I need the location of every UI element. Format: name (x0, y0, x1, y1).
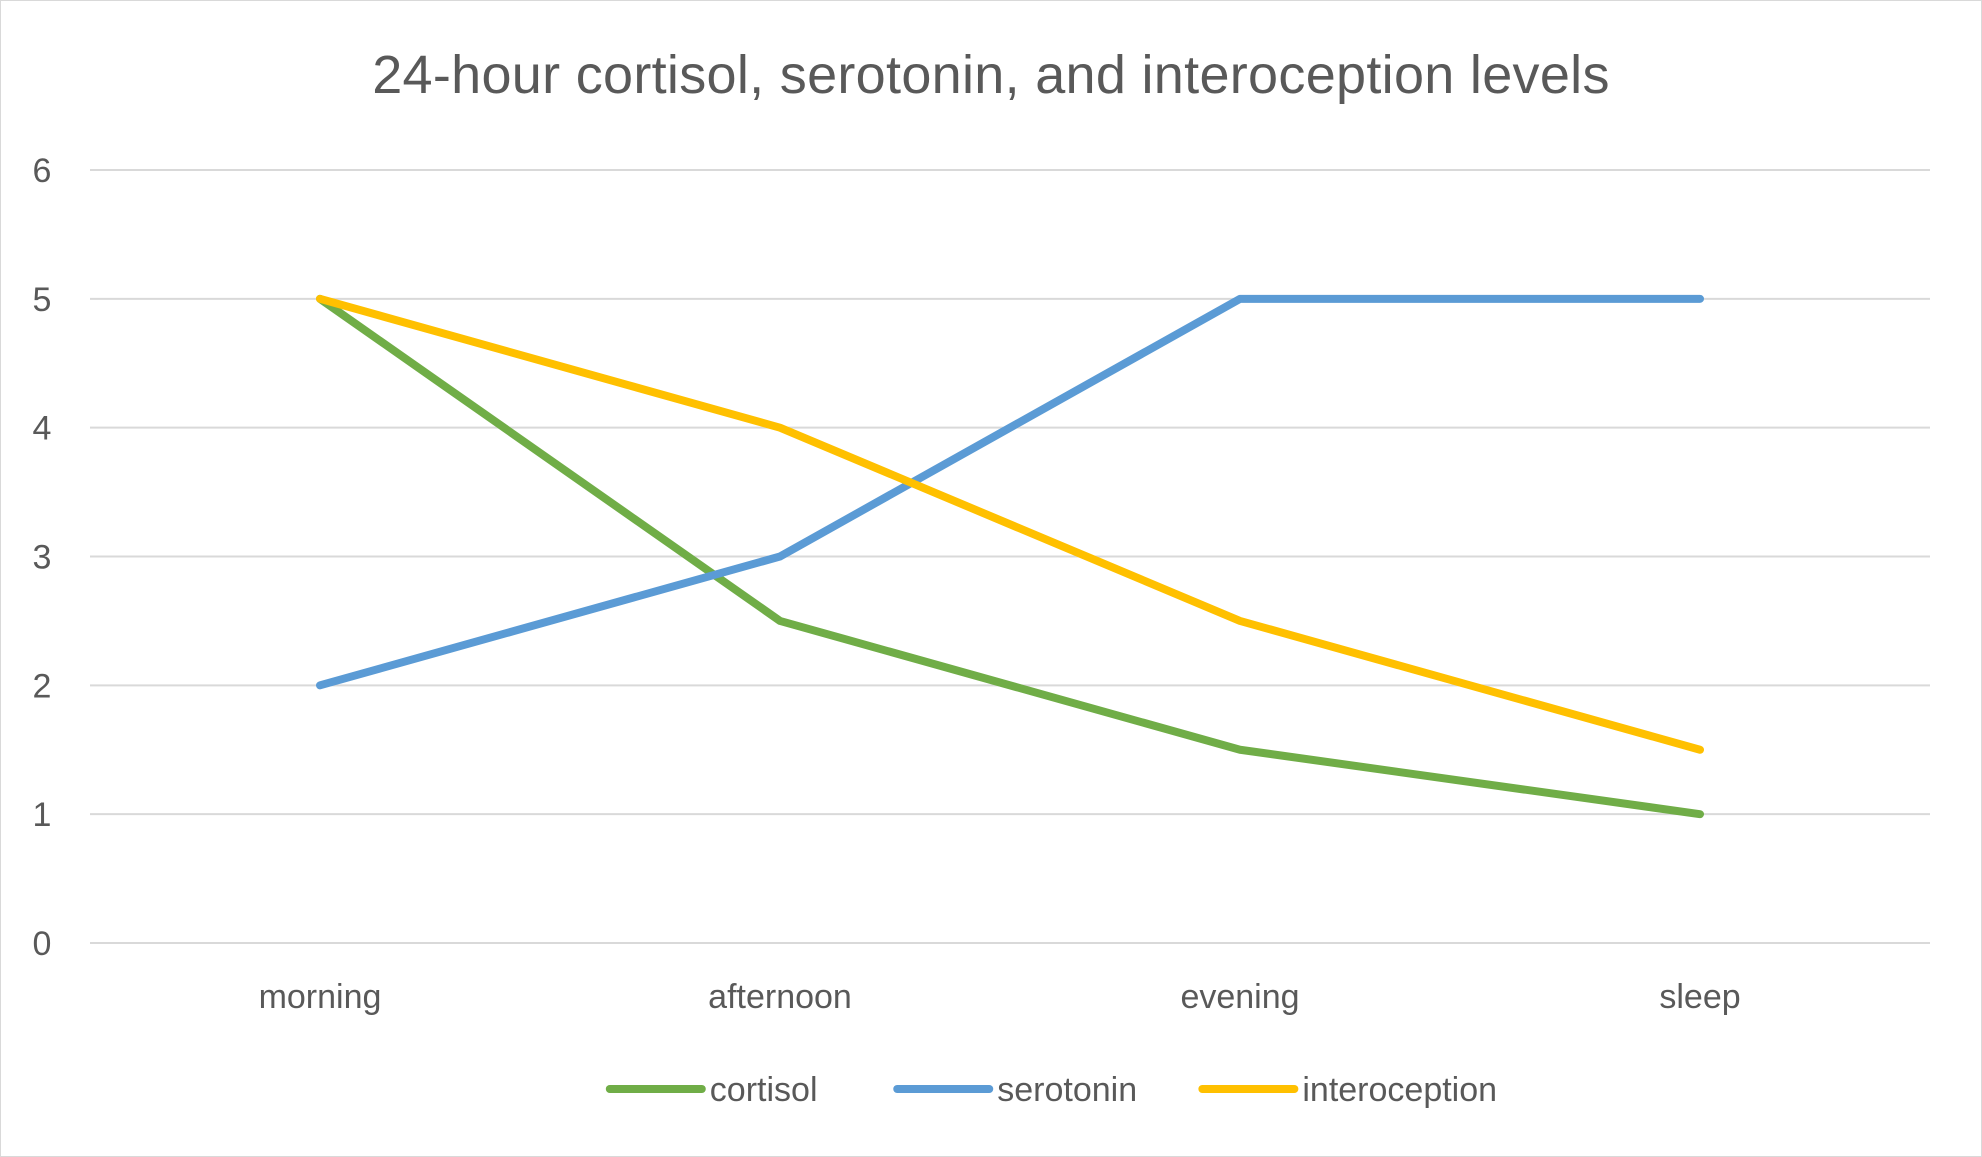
y-tick-label: 3 (33, 539, 52, 577)
legend-label-serotonin: serotonin (997, 1071, 1137, 1109)
y-tick-label: 0 (33, 925, 52, 963)
x-tick-label: afternoon (708, 978, 852, 1016)
y-tick-label: 2 (33, 667, 52, 705)
legend: cortisol serotonin interoception (605, 1071, 1497, 1109)
legend-label-cortisol: cortisol (710, 1071, 818, 1109)
y-tick-label: 1 (33, 796, 52, 834)
y-tick-label: 5 (33, 281, 52, 319)
gridlines (90, 169, 1930, 944)
x-axis-tick-labels: morning afternoon evening sleep (259, 978, 1741, 1016)
chart-title: 24-hour cortisol, serotonin, and interoc… (372, 45, 1610, 105)
y-tick-label: 4 (33, 410, 52, 448)
x-tick-label: sleep (1659, 978, 1740, 1016)
x-tick-label: evening (1180, 978, 1299, 1016)
series-line-serotonin (316, 294, 1704, 690)
y-axis-tick-labels: 0 1 2 3 4 5 6 (33, 152, 52, 963)
y-tick-label: 6 (33, 152, 52, 190)
series-lines (316, 294, 1704, 819)
series-line-interoception (316, 294, 1704, 754)
x-tick-label: morning (259, 978, 382, 1016)
series-line-cortisol (316, 294, 1704, 819)
legend-label-interoception: interoception (1302, 1071, 1497, 1109)
